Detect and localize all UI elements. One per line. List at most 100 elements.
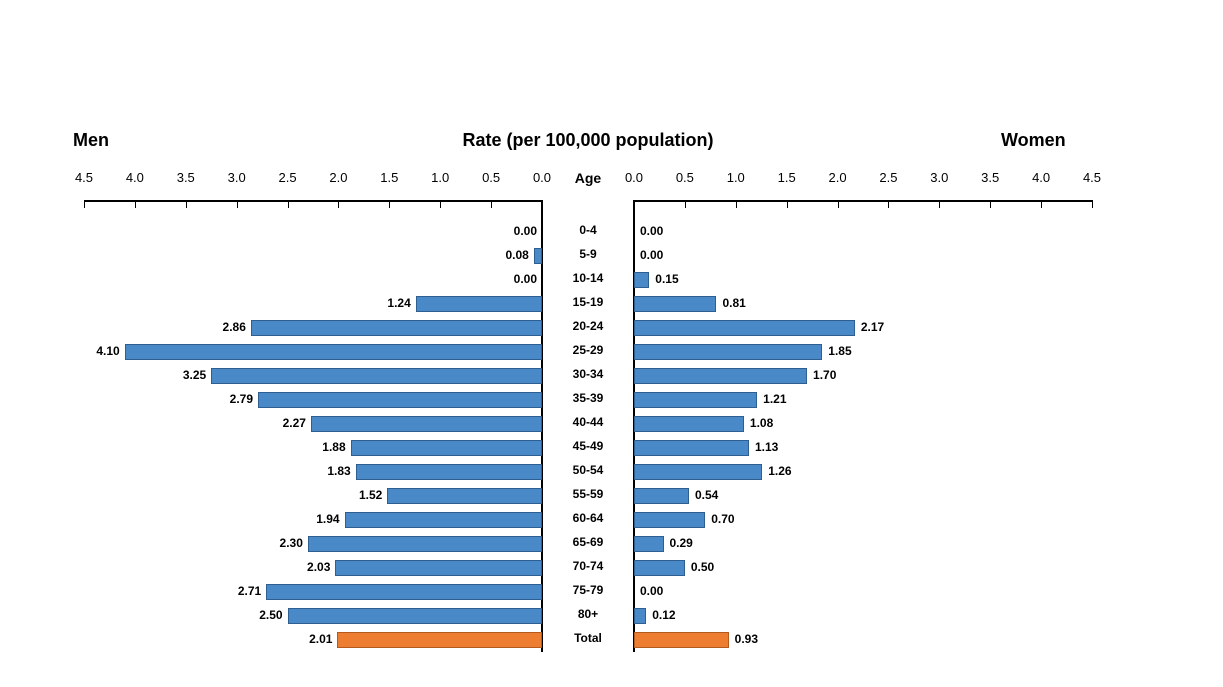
bar-men-value: 1.24	[371, 296, 411, 310]
tick-label-left: 2.0	[323, 170, 353, 185]
tick-label-right: 0.0	[619, 170, 649, 185]
tick-right	[787, 200, 788, 208]
tick-label-right: 1.0	[721, 170, 751, 185]
bar-men-value: 2.30	[263, 536, 303, 550]
axis-line-right	[634, 200, 1092, 202]
tick-right	[1092, 200, 1093, 208]
bar-men-value: 1.88	[306, 440, 346, 454]
tick-label-right: 2.0	[823, 170, 853, 185]
bar-women-value: 0.81	[722, 296, 772, 310]
bar-men-value: 0.08	[489, 248, 529, 262]
bar-men-value: 3.25	[166, 368, 206, 382]
tick-right	[685, 200, 686, 208]
bar-men-value: 1.94	[300, 512, 340, 526]
bar-men	[211, 368, 542, 384]
bar-women	[634, 464, 762, 480]
bar-women-value: 0.00	[640, 248, 690, 262]
bar-men	[311, 416, 542, 432]
bar-men	[345, 512, 542, 528]
bar-women-value: 1.13	[755, 440, 805, 454]
bar-women-value: 0.54	[695, 488, 745, 502]
tick-label-right: 2.5	[873, 170, 903, 185]
tick-label-left: 4.0	[120, 170, 150, 185]
age-label: 5-9	[556, 247, 620, 261]
tick-label-left: 2.5	[273, 170, 303, 185]
age-label: Total	[556, 631, 620, 645]
bar-men-value: 2.50	[243, 608, 283, 622]
title-women: Women	[1001, 130, 1066, 151]
tick-label-right: 4.5	[1077, 170, 1107, 185]
bar-women-value: 0.15	[655, 272, 705, 286]
bar-women	[634, 440, 749, 456]
tick-right	[634, 200, 635, 208]
tick-label-left: 3.0	[222, 170, 252, 185]
bar-women	[634, 632, 729, 648]
bar-women	[634, 392, 757, 408]
bar-men	[337, 632, 542, 648]
bar-women	[634, 512, 705, 528]
bar-men	[534, 248, 542, 264]
bar-women	[634, 488, 689, 504]
bar-men	[251, 320, 542, 336]
bar-men	[266, 584, 542, 600]
tick-left	[542, 200, 543, 208]
tick-left	[491, 200, 492, 208]
tick-label-left: 1.5	[374, 170, 404, 185]
bar-men	[416, 296, 542, 312]
bar-men-value: 2.01	[292, 632, 332, 646]
age-label: 35-39	[556, 391, 620, 405]
tick-left	[338, 200, 339, 208]
tick-right	[990, 200, 991, 208]
tick-left	[389, 200, 390, 208]
bar-men	[288, 608, 542, 624]
bar-men-value: 2.86	[206, 320, 246, 334]
bar-women-value: 0.29	[670, 536, 720, 550]
age-label: 75-79	[556, 583, 620, 597]
age-label: 50-54	[556, 463, 620, 477]
bar-men-value: 1.83	[311, 464, 351, 478]
tick-right	[939, 200, 940, 208]
tick-label-right: 3.5	[975, 170, 1005, 185]
bar-women	[634, 536, 664, 552]
age-label: 40-44	[556, 415, 620, 429]
tick-right	[736, 200, 737, 208]
bar-women-value: 1.85	[828, 344, 878, 358]
tick-label-left: 0.5	[476, 170, 506, 185]
bar-women-value: 1.26	[768, 464, 818, 478]
bar-women-value: 0.00	[640, 584, 690, 598]
bar-men	[308, 536, 542, 552]
age-label: 70-74	[556, 559, 620, 573]
bar-women	[634, 320, 855, 336]
bar-men-value: 2.71	[221, 584, 261, 598]
tick-label-right: 4.0	[1026, 170, 1056, 185]
tick-right	[1041, 200, 1042, 208]
bar-women	[634, 344, 822, 360]
bar-women	[634, 296, 716, 312]
tick-left	[186, 200, 187, 208]
age-label: 30-34	[556, 367, 620, 381]
bar-women-value: 2.17	[861, 320, 911, 334]
age-label: 20-24	[556, 319, 620, 333]
bar-men-value: 1.52	[342, 488, 382, 502]
bar-men	[387, 488, 542, 504]
title-center: Rate (per 100,000 population)	[428, 130, 748, 151]
age-label: 25-29	[556, 343, 620, 357]
tick-left	[440, 200, 441, 208]
age-label: 10-14	[556, 271, 620, 285]
bar-men	[351, 440, 542, 456]
bar-men	[356, 464, 542, 480]
bar-women	[634, 368, 807, 384]
age-label: 15-19	[556, 295, 620, 309]
age-label: 80+	[556, 607, 620, 621]
bar-men-value: 4.10	[80, 344, 120, 358]
bar-men-value: 0.00	[497, 224, 537, 238]
tick-left	[288, 200, 289, 208]
bar-men-value: 2.79	[213, 392, 253, 406]
bar-women-value: 1.21	[763, 392, 813, 406]
bar-women-value: 0.00	[640, 224, 690, 238]
pyramid-chart: MenRate (per 100,000 population)Women4.5…	[0, 0, 1223, 687]
tick-left	[84, 200, 85, 208]
tick-label-right: 1.5	[772, 170, 802, 185]
age-label: 45-49	[556, 439, 620, 453]
bar-men-value: 0.00	[497, 272, 537, 286]
